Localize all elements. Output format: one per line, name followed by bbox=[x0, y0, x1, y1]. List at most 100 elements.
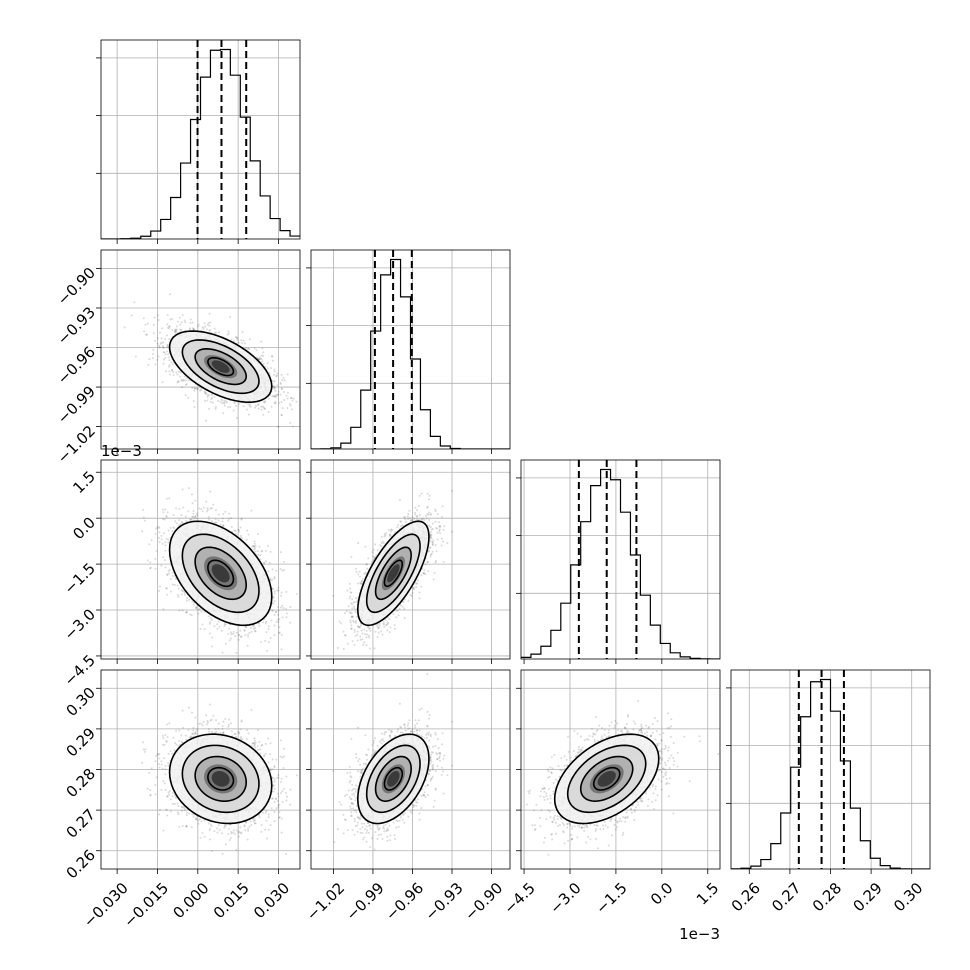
sample-point bbox=[239, 636, 242, 639]
sample-point bbox=[149, 566, 152, 569]
sample-point bbox=[162, 346, 165, 349]
sample-point bbox=[272, 385, 275, 388]
sample-point bbox=[227, 406, 230, 409]
sample-point bbox=[236, 338, 239, 341]
sample-point bbox=[163, 358, 166, 361]
sample-point bbox=[216, 627, 219, 630]
sample-point bbox=[281, 604, 284, 607]
sample-point bbox=[247, 533, 250, 536]
sample-point bbox=[185, 611, 188, 614]
sample-point bbox=[267, 544, 270, 547]
sample-point bbox=[195, 605, 198, 608]
sample-point bbox=[235, 404, 238, 407]
sample-point bbox=[167, 569, 170, 572]
sample-point bbox=[264, 560, 267, 563]
sample-point bbox=[168, 327, 171, 330]
sample-point bbox=[278, 631, 281, 634]
density-fill bbox=[211, 360, 230, 373]
sample-point bbox=[244, 625, 247, 628]
sample-point bbox=[229, 406, 232, 409]
sample-point bbox=[169, 526, 172, 529]
sample-point bbox=[267, 641, 270, 644]
sample-point bbox=[283, 391, 286, 394]
sample-point bbox=[291, 425, 294, 428]
sample-point bbox=[261, 405, 264, 408]
sample-point bbox=[273, 387, 276, 390]
sample-point bbox=[164, 549, 167, 552]
sample-point bbox=[253, 546, 256, 549]
sample-point bbox=[234, 635, 237, 638]
sample-point bbox=[276, 374, 279, 377]
sample-point bbox=[229, 637, 232, 640]
sample-point bbox=[190, 614, 193, 617]
sample-point bbox=[154, 557, 157, 560]
histogram-step bbox=[731, 678, 930, 869]
sample-point bbox=[203, 390, 206, 393]
histogram-panel-0 bbox=[96, 39, 301, 244]
sample-point bbox=[227, 632, 230, 635]
sample-point bbox=[166, 343, 169, 346]
sample-point bbox=[154, 532, 157, 535]
sample-point bbox=[211, 401, 214, 404]
sample-point bbox=[204, 391, 207, 394]
sample-point bbox=[229, 315, 232, 318]
sample-point bbox=[206, 323, 209, 326]
sample-point bbox=[239, 536, 242, 539]
sample-point bbox=[190, 493, 193, 496]
sample-point bbox=[274, 387, 277, 390]
sample-point bbox=[175, 507, 178, 510]
sample-point bbox=[157, 355, 160, 358]
sample-point bbox=[156, 525, 159, 528]
sample-point bbox=[274, 395, 277, 398]
x-tick-label: 0.28 bbox=[809, 879, 845, 915]
sample-point bbox=[158, 346, 161, 349]
sample-point bbox=[262, 406, 265, 409]
sample-point bbox=[185, 611, 188, 614]
histogram-step bbox=[101, 48, 300, 239]
sample-point bbox=[277, 618, 280, 621]
sample-point bbox=[192, 328, 195, 331]
histogram-step bbox=[311, 258, 510, 449]
sample-point bbox=[161, 508, 164, 511]
sample-point bbox=[184, 515, 187, 518]
sample-point bbox=[193, 386, 196, 389]
sample-point bbox=[283, 399, 286, 402]
sample-point bbox=[289, 605, 292, 608]
sample-point bbox=[181, 386, 184, 389]
sample-point bbox=[174, 328, 177, 331]
sample-point bbox=[276, 589, 279, 592]
sample-point bbox=[217, 400, 220, 403]
sample-point bbox=[253, 545, 256, 548]
sample-point bbox=[152, 353, 155, 356]
sample-point bbox=[164, 544, 167, 547]
sample-point bbox=[262, 362, 265, 365]
sample-point bbox=[269, 637, 272, 640]
sample-point bbox=[272, 595, 275, 598]
sample-point bbox=[182, 379, 185, 382]
sample-point bbox=[205, 328, 208, 331]
sample-point bbox=[252, 625, 255, 628]
sample-point bbox=[247, 633, 250, 636]
sample-point bbox=[167, 529, 170, 532]
sample-point bbox=[201, 326, 204, 329]
sample-point bbox=[185, 597, 188, 600]
sample-point bbox=[164, 566, 167, 569]
sample-point bbox=[228, 627, 231, 630]
sample-point bbox=[277, 589, 280, 592]
sample-point bbox=[206, 393, 209, 396]
sample-point bbox=[283, 379, 286, 382]
sample-point bbox=[285, 673, 287, 675]
sample-point bbox=[180, 378, 183, 381]
sample-point bbox=[241, 537, 244, 540]
sample-point bbox=[158, 589, 161, 592]
sample-point bbox=[227, 332, 230, 335]
sample-point bbox=[243, 629, 246, 632]
sample-point bbox=[171, 571, 174, 574]
sample-point bbox=[260, 358, 263, 361]
sample-point bbox=[254, 545, 257, 548]
sample-point bbox=[165, 497, 168, 500]
sample-point bbox=[143, 519, 146, 522]
sample-point bbox=[278, 631, 281, 634]
sample-point bbox=[214, 518, 217, 521]
sample-point bbox=[229, 631, 232, 634]
